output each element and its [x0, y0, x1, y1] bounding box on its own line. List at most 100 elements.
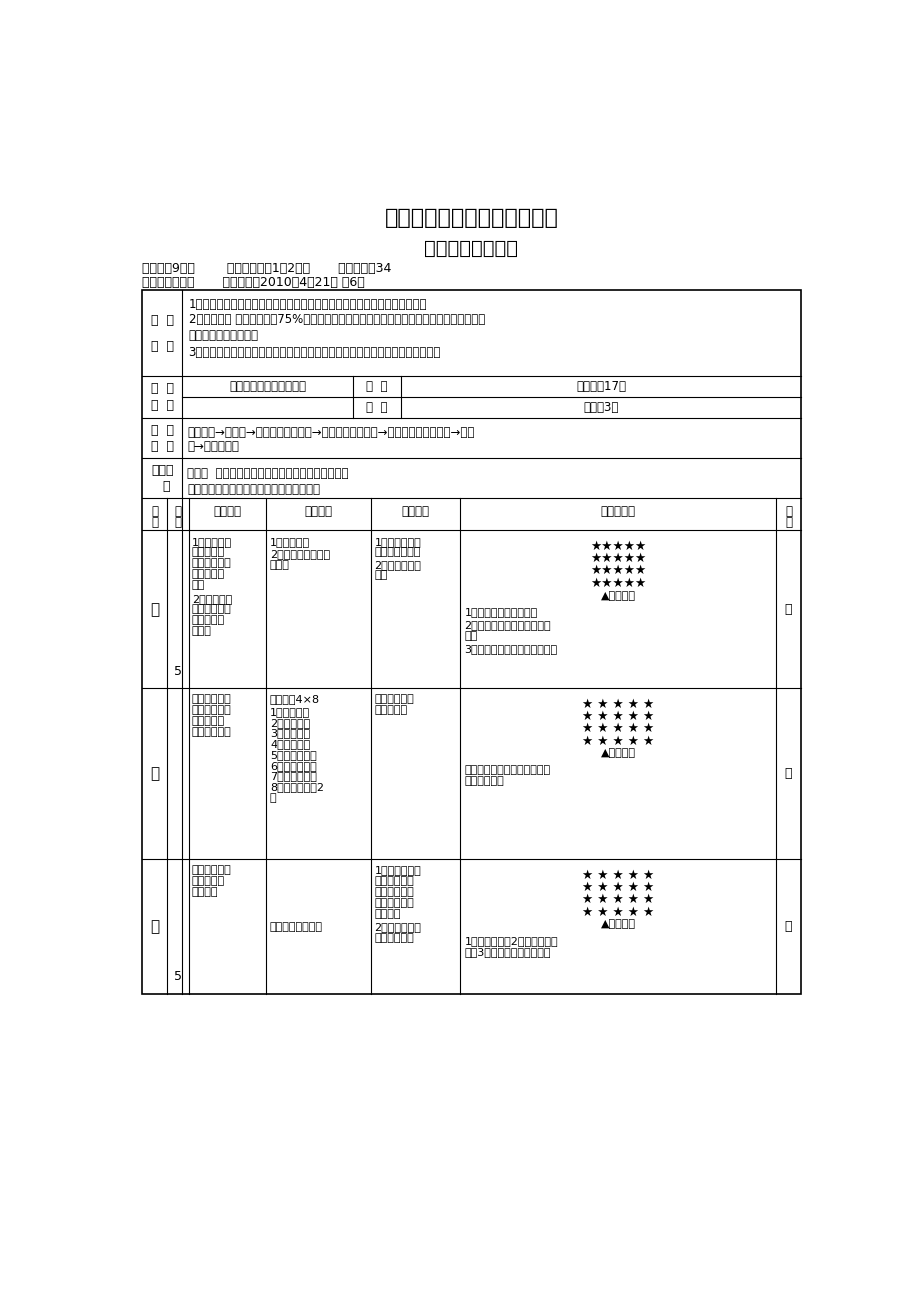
Text: 手击高远球: 手击高远球 [191, 876, 224, 887]
Text: 场  地: 场 地 [366, 380, 387, 393]
Text: 6、正、侧弓步: 6、正、侧弓步 [269, 760, 316, 771]
Text: 充分热身，活: 充分热身，活 [191, 694, 232, 704]
Text: 学习羽毛球后场击球步法: 学习羽毛球后场击球步法 [229, 380, 306, 393]
Text: 三: 三 [150, 919, 159, 934]
Text: 7、站立体前屈: 7、站立体前屈 [269, 772, 316, 781]
Text: 3、扩胸运动: 3、扩胸运动 [269, 728, 310, 738]
Text: ★ ★ ★ ★ ★: ★ ★ ★ ★ ★ [581, 881, 653, 893]
Text: 目  标: 目 标 [151, 340, 174, 353]
Text: 重、难: 重、难 [151, 464, 174, 477]
Text: 标。: 标。 [191, 579, 205, 590]
Text: 学  习: 学 习 [151, 314, 174, 327]
Text: 5、膝关节运动: 5、膝关节运动 [269, 750, 316, 760]
Text: 羽毛球拍17副: 羽毛球拍17副 [575, 380, 625, 393]
Text: 小: 小 [784, 767, 791, 780]
Text: 1、头部运动: 1、头部运动 [269, 707, 310, 717]
Text: 转法。: 转法。 [269, 560, 289, 570]
Text: 达成目标: 达成目标 [213, 505, 241, 518]
Text: ★ ★ ★ ★ ★: ★ ★ ★ ★ ★ [581, 893, 653, 906]
Text: 3、学生能够分清预令和动令。: 3、学生能够分清预令和动令。 [464, 643, 557, 654]
Text: 意力。: 意力。 [191, 626, 211, 635]
Text: 正手击高远球练习: 正手击高远球练习 [269, 922, 323, 932]
Text: ★ ★ ★ ★ ★: ★ ★ ★ ★ ★ [581, 734, 653, 747]
Text: 巩固、提高正: 巩固、提高正 [191, 866, 232, 875]
Text: ▲（图三）: ▲（图三） [600, 919, 635, 930]
Text: 集中学生注: 集中学生注 [191, 615, 224, 625]
Text: 3、情感目标：培养学生的合作意识，体验战胜困难带来的成功感，提高自信心。: 3、情感目标：培养学生的合作意识，体验战胜困难带来的成功感，提高自信心。 [188, 345, 440, 358]
Text: 小: 小 [784, 603, 791, 616]
Text: 动各关节，减: 动各关节，减 [191, 706, 232, 715]
Text: 连贯的击高远: 连贯的击高远 [374, 898, 414, 907]
Text: 1、认知目标：通过学习，了解并基本掌握羽毛球后场击球步法的技术动作。: 1、认知目标：通过学习，了解并基本掌握羽毛球后场击球步法的技术动作。 [188, 298, 426, 311]
Text: 8、慢跑体育馆2: 8、慢跑体育馆2 [269, 783, 323, 792]
Text: 1、分解练习；2、连贯击球练: 1、分解练习；2、连贯击球练 [464, 936, 558, 947]
Text: 羽毛球选项课教案: 羽毛球选项课教案 [424, 238, 518, 258]
Text: 难点：蹬地转体明显，步法能与挥拍结合。: 难点：蹬地转体明显，步法能与挥拍结合。 [187, 483, 320, 496]
Text: 一: 一 [150, 602, 159, 617]
Text: 内  容: 内 容 [151, 400, 174, 411]
Text: 时: 时 [174, 505, 181, 518]
Text: 进行练习。: 进行练习。 [374, 706, 407, 715]
Text: 点: 点 [154, 479, 170, 492]
Text: 间: 间 [174, 516, 181, 529]
Text: 5: 5 [174, 664, 182, 677]
Text: 1、课堂常规: 1、课堂常规 [269, 536, 310, 547]
Text: 2、学生快、静、齐，认真听: 2、学生快、静、齐，认真听 [464, 620, 550, 630]
Text: 教学常规→徒手操→正手击高远球练习→学习后场击球步法→游戏：往返跑接力赛→放松: 教学常规→徒手操→正手击高远球练习→学习后场击球步法→游戏：往返跑接力赛→放松 [187, 426, 474, 439]
Text: 重点：  蹬转有力，步法准确移动到位，重心平衡；: 重点： 蹬转有力，步法准确移动到位，重心平衡； [187, 467, 348, 480]
Text: ★ ★ ★ ★ ★: ★ ★ ★ ★ ★ [581, 723, 653, 736]
Text: 操→小结与评价: 操→小结与评价 [187, 440, 239, 453]
Text: 明确本课目: 明确本课目 [191, 569, 224, 579]
Text: ★ ★ ★ ★ ★: ★ ★ ★ ★ ★ [581, 905, 653, 918]
Text: 徒手操：4×8: 徒手操：4×8 [269, 694, 320, 704]
Text: 二: 二 [150, 767, 159, 781]
Text: 2、做好安全教: 2、做好安全教 [374, 560, 421, 570]
Text: 1、教师用口令: 1、教师用口令 [374, 866, 421, 875]
Text: 习。3、两人一组分层练习。: 习。3、两人一组分层练习。 [464, 947, 550, 957]
Text: 标内容及要求；: 标内容及要求； [374, 547, 421, 557]
Text: 中: 中 [784, 921, 791, 934]
Text: 及各种转法，: 及各种转法， [191, 604, 232, 615]
Text: 的纪律和团: 的纪律和团 [191, 547, 224, 557]
Text: 2、肩部运动: 2、肩部运动 [269, 717, 310, 728]
Text: 课: 课 [151, 505, 158, 518]
Text: 的能力。: 的能力。 [191, 887, 218, 897]
Bar [142, 290, 800, 993]
Text: ★★★★★: ★★★★★ [589, 564, 645, 577]
Text: 羽毛球3筒: 羽毛球3筒 [583, 401, 618, 414]
Text: 少在后面的: 少在后面的 [191, 716, 224, 727]
Text: 教  学: 教 学 [151, 383, 174, 396]
Text: 课次：第9课时        班级：高一（1、2）班       学生人数：34: 课次：第9课时 班级：高一（1、2）班 学生人数：34 [142, 262, 391, 275]
Text: 结合作精神。: 结合作精神。 [191, 559, 232, 568]
Text: ★★★★★: ★★★★★ [589, 577, 645, 590]
Text: 球练习。: 球练习。 [374, 909, 401, 918]
Text: 学习内容: 学习内容 [304, 505, 332, 518]
Text: 5: 5 [174, 970, 182, 983]
Text: 育。: 育。 [374, 570, 388, 581]
Text: 流  程: 流 程 [151, 440, 174, 453]
Text: 强: 强 [784, 505, 791, 518]
Text: 圈: 圈 [269, 793, 277, 803]
Text: 2、组织学生进: 2、组织学生进 [374, 922, 421, 932]
Text: 1、提出教学目: 1、提出教学目 [374, 536, 421, 547]
Text: 组织与教法: 组织与教法 [600, 505, 635, 518]
Text: 讲。: 讲。 [464, 630, 477, 641]
Text: ▲（图一）: ▲（图一） [600, 591, 635, 600]
Text: 度: 度 [784, 516, 791, 529]
Text: ★ ★ ★ ★ ★: ★ ★ ★ ★ ★ [581, 710, 653, 723]
Text: 练习中受伤。: 练习中受伤。 [191, 727, 232, 737]
Text: 2、队列队形及各种: 2、队列队形及各种 [269, 549, 330, 559]
Text: 序: 序 [151, 516, 158, 529]
Text: 2、技能目标 通过学习，使75%的学生能够掌握并运用后场击球步法。发展学生下肢力量，: 2、技能目标 通过学习，使75%的学生能够掌握并运用后场击球步法。发展学生下肢力… [188, 314, 484, 327]
Text: 行分层练习。: 行分层练习。 [374, 934, 414, 943]
Text: ★ ★ ★ ★ ★: ★ ★ ★ ★ ★ [581, 868, 653, 881]
Text: 教  学: 教 学 [151, 423, 174, 436]
Text: 1、体委集队检查人数。: 1、体委集队检查人数。 [464, 608, 538, 617]
Text: 1、培养良好: 1、培养良好 [191, 536, 232, 547]
Text: 生进行分解和: 生进行分解和 [374, 887, 414, 897]
Text: ★★★★★: ★★★★★ [589, 540, 645, 553]
Text: 2、队列队形: 2、队列队形 [191, 594, 232, 604]
Text: 4、腰部运动: 4、腰部运动 [269, 740, 310, 749]
Text: ▲（图二）: ▲（图二） [600, 749, 635, 758]
Text: 教师活动: 教师活动 [401, 505, 429, 518]
